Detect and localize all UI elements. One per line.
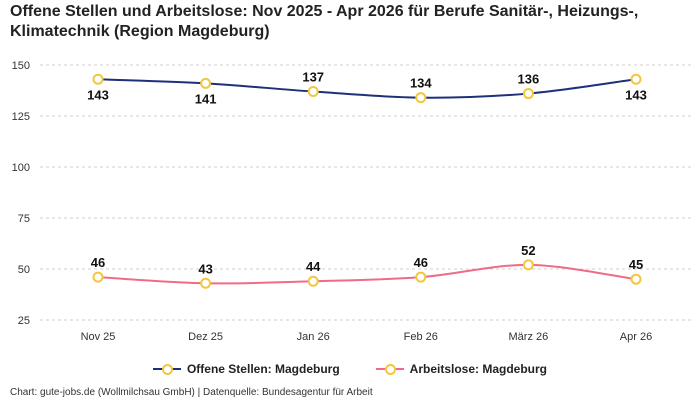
grid-lines [40,64,692,321]
data-point-1-1 [200,277,212,289]
data-point-1-3 [415,271,427,283]
data-point-1-0 [92,271,104,283]
data-point-0-1 [200,77,212,89]
x-tick-label-2: Jan 26 [297,331,330,343]
series-group: 143 141 137 134 136 143 46 43 44 46 52 45 [87,70,647,289]
legend-swatch-offene-stellen [152,363,181,375]
legend-item-arbeitslose[interactable]: Arbeitslose: Magdeburg [375,362,548,376]
legend: Offene Stellen: Magdeburg Arbeitslose: M… [0,362,700,376]
y-tick-label-50: 50 [18,264,30,276]
x-tick-label-0: Nov 25 [81,331,116,343]
y-tick-label-125: 125 [12,111,30,123]
data-point-0-0 [92,73,104,85]
y-axis-ticks: 25 50 75 100 125 150 [12,60,30,327]
legend-marker-offene-stellen [161,364,173,375]
x-tick-label-4: März 26 [509,331,549,343]
data-point-1-4 [522,259,534,271]
y-tick-label-150: 150 [12,60,30,72]
data-label-0-5: 143 [625,87,647,102]
data-label-1-1: 43 [198,261,212,276]
legend-label-arbeitslose: Arbeitslose: Magdeburg [409,362,548,376]
data-point-0-3 [415,92,427,104]
data-point-0-2 [307,86,319,98]
y-tick-label-25: 25 [18,315,30,327]
data-label-0-2: 137 [302,70,324,85]
y-tick-label-75: 75 [18,213,30,225]
data-label-1-5: 45 [629,257,643,272]
x-tick-label-1: Dez 25 [188,331,223,343]
x-tick-label-5: Apr 26 [620,331,652,343]
data-label-0-4: 136 [518,72,540,87]
legend-label-offene-stellen: Offene Stellen: Magdeburg [186,362,340,376]
legend-swatch-arbeitslose [375,363,404,375]
x-tick-label-3: Feb 26 [404,331,438,343]
data-label-1-4: 52 [521,243,535,258]
data-label-0-0: 143 [87,87,109,102]
series-line-1 [97,263,637,285]
data-point-1-2 [307,275,319,287]
data-point-0-4 [522,88,534,100]
y-tick-label-100: 100 [12,162,30,174]
data-label-0-1: 141 [195,91,217,106]
chart-title: Offene Stellen und Arbeitslose: Nov 2025… [10,3,639,40]
data-label-0-3: 134 [410,76,432,91]
data-point-1-5 [630,273,642,285]
series-line-0 [97,78,637,99]
source-note: Chart: gute-jobs.de (Wollmilchsau GmbH) … [10,387,373,398]
legend-marker-arbeitslose [384,364,396,375]
data-label-1-3: 46 [414,255,428,270]
data-point-0-5 [630,73,642,85]
data-label-1-0: 46 [91,255,105,270]
data-label-1-2: 44 [306,259,321,274]
legend-item-offene-stellen[interactable]: Offene Stellen: Magdeburg [152,362,340,376]
x-axis-ticks: Nov 25 Dez 25 Jan 26 Feb 26 März 26 Apr 26 [81,331,653,343]
